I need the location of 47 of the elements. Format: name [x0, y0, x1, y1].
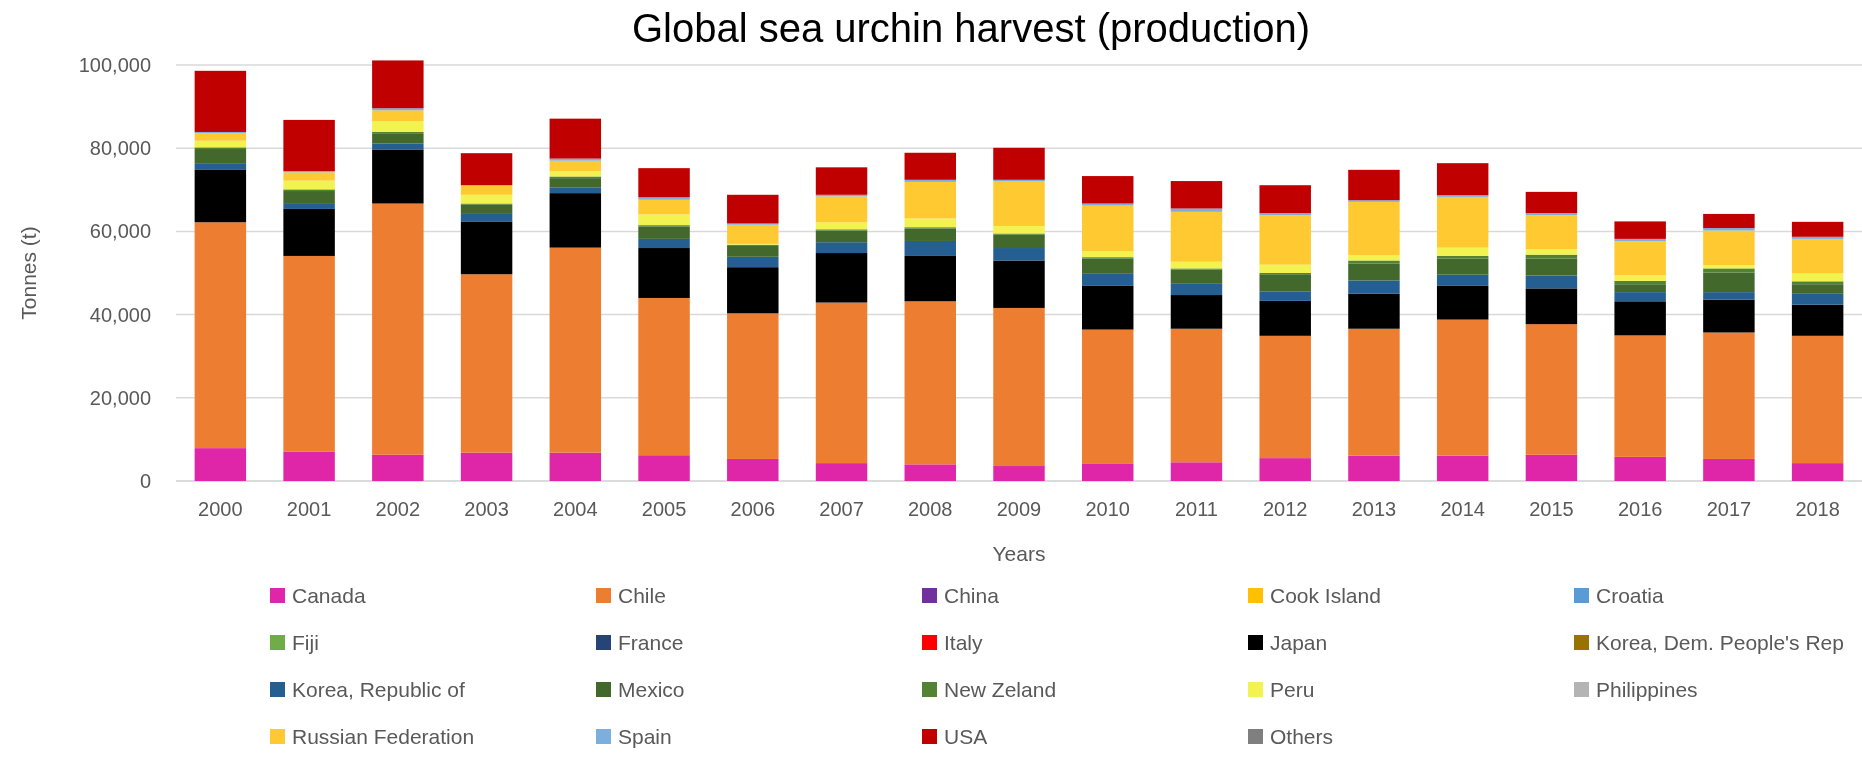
- legend-label: Korea, Republic of: [292, 678, 465, 702]
- x-tick-label: 2007: [819, 498, 864, 520]
- x-tick-label: 2018: [1795, 498, 1840, 520]
- x-tick-label: 2002: [375, 498, 421, 520]
- x-tick-label: 2008: [908, 498, 953, 520]
- legend-label: Peru: [1270, 678, 1315, 702]
- x-tick-label: 2005: [641, 498, 687, 520]
- legend-label: Russian Federation: [292, 725, 475, 749]
- legend-label: Philippines: [1596, 678, 1698, 702]
- legend-label: New Zeland: [944, 678, 1057, 702]
- legend-label: Fiji: [292, 631, 319, 655]
- x-tick-label: 2014: [1440, 498, 1485, 520]
- y-tick-label: 40,000: [89, 303, 151, 326]
- legend-label: Spain: [618, 725, 672, 749]
- x-axis-title: Years: [992, 542, 1046, 565]
- legend-label: Italy: [944, 631, 984, 655]
- chart-title: Global sea urchin harvest (production): [631, 6, 1311, 50]
- legend-label: Croatia: [1596, 584, 1665, 608]
- legend-label: Chile: [618, 584, 666, 608]
- legend-label: France: [618, 631, 684, 655]
- y-tick-label: 100,000: [78, 53, 151, 76]
- x-tick-label: 2013: [1351, 498, 1397, 520]
- y-tick-label: 60,000: [89, 220, 151, 243]
- legend-label: Canada: [292, 584, 366, 608]
- legend-label: USA: [944, 725, 988, 749]
- x-tick-label: 2016: [1617, 498, 1663, 520]
- x-tick-label: 2004: [553, 498, 598, 520]
- x-tick-label: 2015: [1529, 498, 1574, 520]
- x-tick-label: 2003: [464, 498, 509, 520]
- x-tick-label: 2010: [1085, 498, 1130, 520]
- x-tick-label: 2000: [198, 498, 243, 520]
- x-tick-label: 2012: [1262, 498, 1308, 520]
- x-tick-label: 2006: [730, 498, 776, 520]
- legend-label: Cook Island: [1270, 584, 1381, 608]
- legend-label: Others: [1270, 725, 1334, 749]
- x-tick-label: 2017: [1706, 498, 1752, 520]
- x-tick-label: 2001: [286, 498, 332, 520]
- x-tick-label: 2009: [996, 498, 1042, 520]
- y-axis-title: Tonnes (t): [17, 226, 40, 320]
- y-tick-label: 20,000: [89, 386, 151, 409]
- y-tick-label: 80,000: [89, 137, 151, 160]
- legend-label: Mexico: [618, 678, 685, 702]
- legend-label: Korea, Dem. People's Rep: [1596, 631, 1844, 655]
- y-tick-label: 0: [139, 470, 151, 492]
- x-tick-label: 2011: [1174, 498, 1218, 520]
- legend-label: Japan: [1270, 631, 1328, 655]
- legend-label: China: [944, 584, 1000, 608]
